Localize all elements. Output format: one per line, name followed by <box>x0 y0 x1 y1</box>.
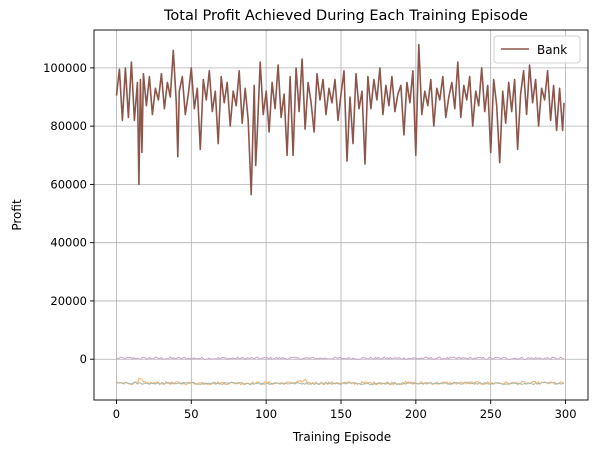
plot-area: 0 50 100 150 200 250 300 0 20000 40000 60000 80000 1… <box>43 29 589 421</box>
x-tick-label: 250 <box>480 407 502 421</box>
y-tick-label: 60000 <box>50 177 87 191</box>
x-tick-label: 100 <box>255 407 277 421</box>
legend: Bank <box>493 35 581 64</box>
y-tick-label: 40000 <box>50 236 87 250</box>
y-tick-label: 80000 <box>50 119 87 133</box>
legend-label-bank: Bank <box>537 43 567 57</box>
y-tick-label: 100000 <box>43 61 87 75</box>
x-axis-label: Training Episode <box>292 430 391 444</box>
series-line-minor <box>116 356 565 361</box>
y-tick-label: 20000 <box>50 294 87 308</box>
x-tick-label: 50 <box>184 407 199 421</box>
x-tick-label: 0 <box>113 407 120 421</box>
series-line-minor <box>116 381 565 385</box>
series-line-bank <box>115 43 565 196</box>
series-line-minor <box>116 377 565 386</box>
x-tick-label: 300 <box>555 407 577 421</box>
x-tick-label: 200 <box>405 407 427 421</box>
y-axis-label: Profit <box>10 199 24 231</box>
legend-box <box>493 35 581 64</box>
x-tick-label: 150 <box>330 407 352 421</box>
chart-title: Total Profit Achieved During Each Traini… <box>163 8 528 24</box>
y-tick-label: 0 <box>80 352 87 366</box>
